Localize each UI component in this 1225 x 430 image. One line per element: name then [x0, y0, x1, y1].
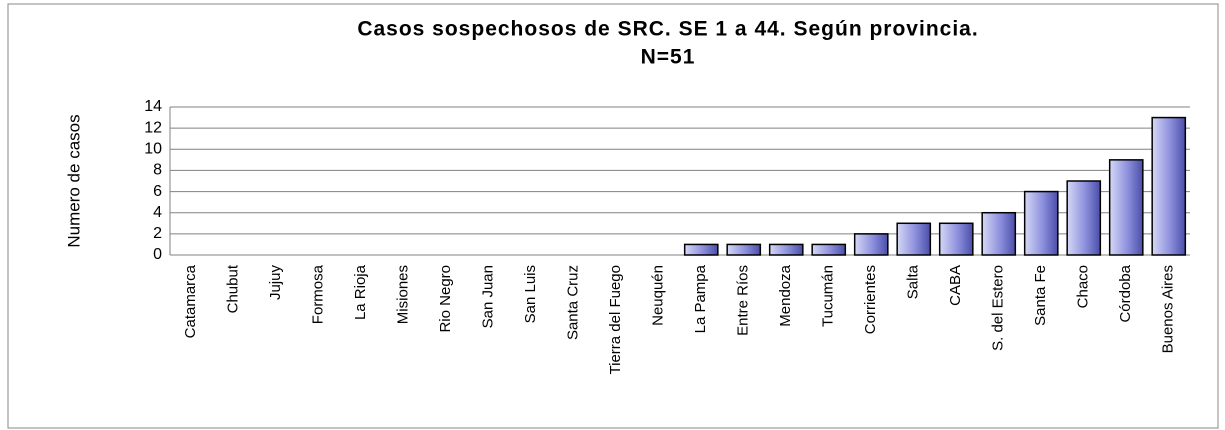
- y-axis-label: Numero de casos: [64, 114, 83, 247]
- bar: [811, 243, 847, 256]
- bar: [683, 243, 719, 256]
- y-tick-label: 12: [144, 119, 162, 136]
- chart-subtitle: N=51: [641, 46, 696, 69]
- chart-frame: [7, 3, 1219, 429]
- x-tick-label: Corrientes: [862, 265, 879, 334]
- x-tick-label: Salta: [905, 264, 922, 299]
- bar: [726, 243, 762, 256]
- y-tick-label: 0: [153, 246, 162, 263]
- x-tick-label: Tucumán: [820, 265, 837, 327]
- x-tick-label: La Rioja: [352, 264, 369, 320]
- x-tick-label: Rio Negro: [437, 265, 454, 333]
- x-tick-label: CABA: [947, 265, 964, 306]
- x-tick-label: Chaco: [1075, 265, 1092, 308]
- bar: [896, 222, 932, 256]
- bar: [1108, 159, 1144, 256]
- bar: [938, 222, 974, 256]
- x-tick-label: Entre Ríos: [735, 265, 752, 336]
- y-tick-label: 2: [153, 225, 162, 242]
- x-tick-label: S. del Estero: [990, 265, 1007, 351]
- x-tick-label: Formosa: [310, 264, 327, 324]
- y-tick-label: 4: [153, 204, 162, 221]
- x-tick-label: Jujuy: [267, 265, 284, 301]
- x-tick-label: Mendoza: [777, 264, 794, 326]
- bar: [1066, 180, 1102, 256]
- x-tick-label: Neuquén: [650, 265, 667, 326]
- y-tick-label: 14: [144, 98, 162, 115]
- bar: [853, 233, 889, 256]
- bar: [1151, 116, 1187, 256]
- x-tick-label: Santa Cruz: [565, 265, 582, 340]
- x-tick-label: La Pampa: [692, 264, 709, 333]
- x-tick-label: San Luis: [522, 265, 539, 323]
- x-tick-label: San Juan: [480, 265, 497, 328]
- x-tick-label: Catamarca: [182, 264, 199, 338]
- bar: [981, 211, 1017, 256]
- x-tick-label: Buenos Aires: [1160, 265, 1177, 353]
- x-tick-label: Santa Fe: [1032, 265, 1049, 326]
- x-tick-label: Misiones: [395, 265, 412, 324]
- bar: [768, 243, 804, 256]
- y-tick-label: 8: [153, 162, 162, 179]
- y-tick-label: 6: [153, 183, 162, 200]
- bar: [1023, 190, 1059, 256]
- x-tick-label: Chubut: [225, 264, 242, 313]
- y-tick-label: 10: [144, 141, 162, 158]
- x-tick-label: Córdoba: [1117, 264, 1134, 322]
- x-tick-label: Tierra del Fuego: [607, 265, 624, 375]
- chart-title: Casos sospechosos de SRC. SE 1 a 44. Seg…: [357, 18, 978, 41]
